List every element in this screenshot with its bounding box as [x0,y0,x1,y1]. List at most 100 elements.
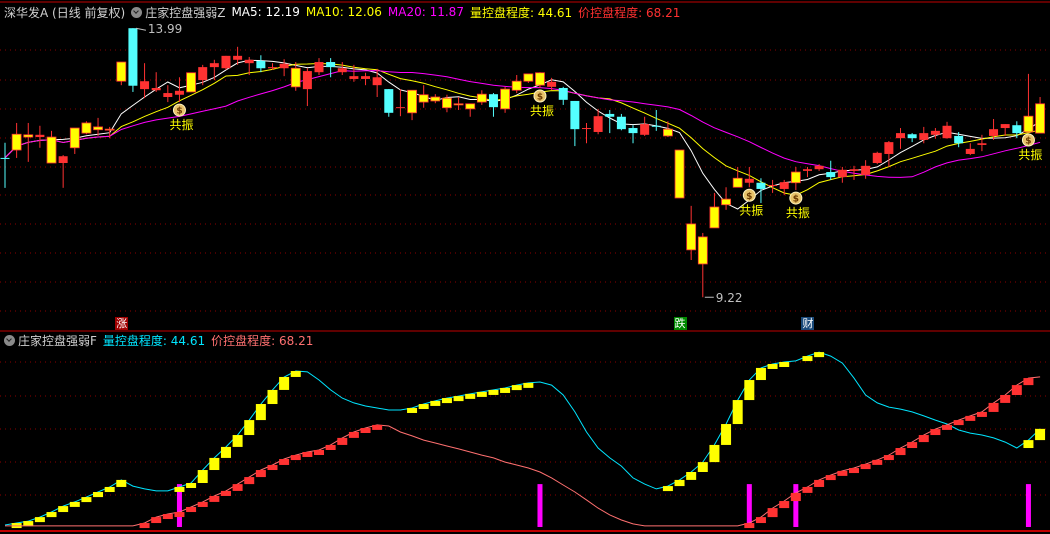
candle-body [790,171,801,184]
candle-body [151,87,161,91]
price-ctrl-block [767,508,778,518]
vol-ctrl-block [290,371,301,377]
candle [674,149,685,199]
candle-body [361,76,371,79]
grid-lines [0,49,1050,496]
vol-ctrl-block [767,363,778,369]
candle [919,126,929,144]
candle [697,232,708,298]
candle [174,77,184,103]
candle [372,68,382,98]
candle [686,205,697,261]
price-ctrl-block [895,448,906,456]
candle-body [511,80,522,91]
price-ctrl-block [814,479,825,487]
candle-body [802,169,812,171]
money-bag-icon [172,103,186,117]
candle [1035,97,1045,134]
vol-ctrl-value: 量控盘程度: 44.61 [469,5,573,20]
sub-indicator-name[interactable]: 庄家控盘强弱F [18,333,97,348]
candle [104,126,115,139]
candle-body [430,96,441,102]
candle [582,122,591,144]
stock-title[interactable]: 深华发A (日线 前复权) [4,5,126,20]
vol-ctrl-block [244,420,255,436]
vol-ctrl-block [697,462,708,472]
candle-body [930,130,940,135]
candle [814,164,824,171]
candle-body [46,136,57,164]
money-bag-icon [1021,133,1035,147]
price-ctrl-block [860,464,871,470]
vol-ctrl-block [232,435,243,447]
money-bag-icon-glyph: $ [537,92,543,102]
candle [942,121,952,139]
vol-ctrl-block [255,404,266,421]
candle-body [35,134,45,138]
price-ctrl-block [872,459,883,465]
candle-body [326,62,336,68]
candle [721,187,731,210]
resonance-label: 共振 [786,206,810,220]
candle [744,166,754,188]
vol-ctrl-block [500,387,511,393]
chevron-down-icon[interactable] [4,334,15,346]
candle-body [954,135,964,144]
candle-body [1000,124,1010,129]
candle [23,122,34,162]
vol-ctrl-line [4,351,1041,526]
vol-ctrl-block [186,483,197,488]
candle-body [582,128,591,130]
vol-ctrl-block [755,367,766,381]
candle-body [768,184,778,186]
candle-body [1023,115,1034,133]
candle-body [384,89,394,113]
candle [1000,124,1010,136]
vol-ctrl-block [686,472,697,480]
vol-ctrl-block [220,446,231,458]
candle-body [349,76,359,79]
candle [907,133,917,143]
candle-body [58,156,68,164]
candle [861,160,871,179]
price-ctrl-block [848,468,859,474]
vol-ctrl-block [267,389,278,405]
indicator-name[interactable]: 庄家控盘强弱Z [145,5,226,20]
candle [11,122,22,158]
candle [279,59,289,77]
candle [465,103,476,117]
candle-body [547,81,557,87]
candle [418,85,429,108]
candle [314,58,324,76]
candle [989,119,999,140]
candle-body [732,177,743,188]
price-ctrl-block [139,523,150,529]
candle [256,55,266,73]
vol-ctrl-block [174,486,185,492]
sub-indicator-pane [4,351,1046,529]
candle-body [442,97,452,109]
ma5-line [4,59,1041,210]
candle [349,64,359,82]
vol-ctrl-block [407,407,418,413]
price-ctrl-value: 价控盘程度: 68.21 [578,5,681,20]
candle-body [81,122,92,134]
chevron-down-icon[interactable] [131,6,143,18]
vol-ctrl-block [104,486,115,493]
candle [500,86,510,113]
price-ctrl-block [232,484,243,491]
price-ctrl-block [802,486,813,493]
ma10-value: MA10: 12.06 [305,5,382,19]
high-price-label: 13.99 [148,22,182,36]
money-bag-icon-glyph: $ [1025,136,1031,146]
price-ctrl-block [779,501,790,509]
candle-body [837,169,847,178]
candle-body [989,129,999,136]
price-ctrl-block [279,459,290,465]
candle-body [965,148,975,154]
candle-body [826,172,836,178]
vol-ctrl-block [453,396,464,402]
vol-ctrl-block [465,393,476,399]
